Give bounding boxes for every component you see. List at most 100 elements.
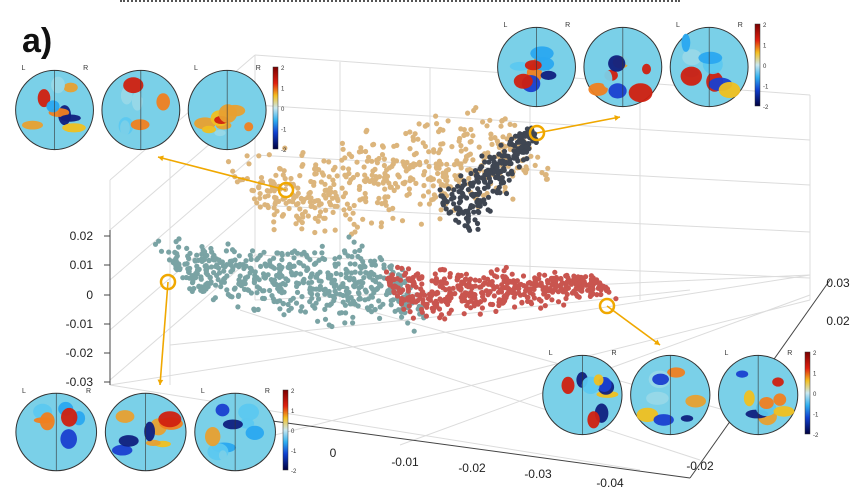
scatter-point — [355, 253, 361, 260]
scatter-point — [230, 168, 236, 174]
scatter-point — [525, 298, 531, 304]
scatter-point — [347, 205, 353, 212]
scatter-point — [340, 146, 346, 152]
brain-region — [120, 120, 130, 136]
scatter-point — [496, 170, 502, 176]
brain-side-label: R — [612, 350, 617, 357]
scatter-point — [430, 183, 436, 189]
scatter-point — [312, 229, 318, 236]
scatter-point — [344, 201, 350, 207]
scatter-point — [424, 122, 430, 128]
grid-line — [254, 104, 811, 141]
scatter-point — [598, 287, 604, 293]
scatter-point — [319, 250, 325, 256]
scatter-point — [506, 177, 512, 183]
scatter-point — [339, 157, 345, 163]
scatter-point — [158, 248, 165, 254]
scatter-point — [356, 186, 362, 192]
z-tick-label: 0.02 — [70, 229, 94, 243]
scatter-point — [276, 266, 282, 272]
arrow-head — [654, 339, 660, 345]
scatter-point — [317, 269, 323, 275]
scatter-point — [495, 175, 502, 181]
scatter-point — [484, 123, 490, 129]
scatter-point — [166, 249, 172, 255]
brain-region — [60, 429, 77, 449]
scatter-point — [470, 157, 476, 163]
scatter-point — [493, 308, 499, 314]
scatter-point — [443, 287, 449, 293]
scatter-point — [486, 289, 492, 295]
scatter-point — [294, 289, 301, 295]
scatter-point — [348, 177, 354, 183]
scatter-point — [285, 301, 291, 308]
scatter-point — [192, 257, 198, 263]
highlight-ring — [528, 124, 546, 142]
scatter-point — [377, 315, 383, 321]
scatter-point — [402, 179, 408, 185]
scatter-point — [357, 264, 363, 270]
scatter-point — [485, 184, 491, 190]
scatter-point — [494, 267, 500, 273]
scatter-point — [334, 173, 340, 179]
x-axis-line — [264, 419, 691, 479]
scatter-point — [299, 304, 305, 310]
scatter-point — [333, 291, 339, 297]
scatter-point — [413, 180, 419, 186]
scatter-point — [372, 306, 378, 313]
scatter-point — [442, 280, 448, 286]
scatter-point — [514, 278, 521, 284]
scatter-point — [392, 180, 398, 187]
scatter-point — [433, 280, 439, 286]
scatter-point — [177, 266, 183, 273]
scatter-point — [434, 121, 440, 127]
brain-panel-2: L R L R 210-1-2 — [15, 388, 297, 475]
scatter-point — [418, 221, 424, 227]
scatter-point — [348, 270, 355, 276]
scatter-point — [564, 291, 570, 297]
scatter-point — [358, 145, 364, 151]
scatter-point — [323, 195, 329, 201]
scatter-point — [305, 213, 311, 219]
annotations — [157, 115, 661, 386]
scatter-point — [589, 290, 596, 296]
scatter-point — [317, 209, 324, 215]
scatter-point — [285, 251, 291, 257]
scatter-point — [297, 260, 303, 266]
scatter-point — [366, 154, 372, 160]
scatter-point — [563, 295, 569, 302]
colorbar-tick: 0 — [813, 392, 817, 398]
scatter-point — [346, 151, 352, 157]
colorbar-tick: 1 — [763, 44, 767, 50]
brain-side-label: L — [194, 65, 198, 72]
scatter-point — [173, 255, 179, 261]
scatter-point — [270, 279, 276, 285]
colorbar-tick: 0 — [763, 64, 767, 70]
scatter-point — [224, 273, 230, 279]
scatter-point — [332, 261, 338, 267]
colorbar — [754, 23, 761, 107]
scatter-point — [449, 191, 455, 197]
z-tick-label: -0.02 — [66, 346, 94, 360]
scatter-point — [388, 298, 394, 304]
grid-line — [254, 299, 811, 441]
brain-side-label: L — [549, 350, 553, 357]
brain-region — [698, 51, 723, 64]
scatter-point — [350, 314, 356, 320]
scatter-point — [166, 257, 173, 263]
scatter-point — [374, 286, 380, 292]
scatter-point — [360, 259, 366, 265]
scatter-point — [468, 126, 474, 133]
scatter-point — [524, 166, 530, 172]
brain-region — [680, 66, 702, 86]
scatter-point — [268, 263, 274, 269]
scatter-point — [242, 277, 248, 283]
brain-region — [202, 125, 216, 134]
scatter-point — [405, 266, 412, 272]
scatter-point — [322, 215, 328, 221]
scatter-point — [515, 158, 521, 164]
scatter-point — [221, 276, 227, 282]
scatter-point — [333, 282, 339, 288]
series-3 — [383, 264, 619, 322]
